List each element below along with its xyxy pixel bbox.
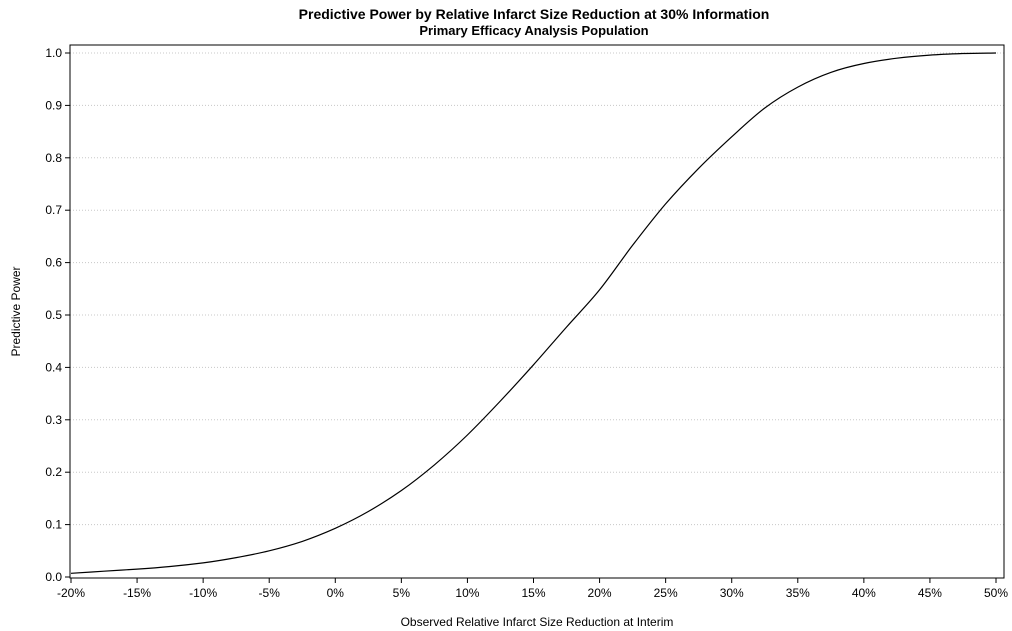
y-tick-label: 0.5 — [45, 308, 62, 322]
y-axis-label: Predictive Power — [9, 266, 23, 356]
x-tick-label: 50% — [984, 586, 1008, 600]
y-tick-label: 0.6 — [45, 256, 62, 270]
x-tick-label: 30% — [720, 586, 744, 600]
x-tick-label: 20% — [588, 586, 612, 600]
y-tick-label: 0.8 — [45, 151, 62, 165]
y-tick-label: 0.9 — [45, 98, 62, 112]
x-tick-label: 10% — [455, 586, 479, 600]
y-tick-label: 0.3 — [45, 413, 62, 427]
chart-subtitle: Primary Efficacy Analysis Population — [419, 23, 649, 38]
x-tick-label: -5% — [259, 586, 281, 600]
x-tick-label: 15% — [521, 586, 545, 600]
x-tick-label: 25% — [654, 586, 678, 600]
x-tick-label: -10% — [189, 586, 217, 600]
x-tick-label: 40% — [852, 586, 876, 600]
x-tick-label: 35% — [786, 586, 810, 600]
x-tick-label: 5% — [393, 586, 411, 600]
x-tick-label: 45% — [918, 586, 942, 600]
series-line — [70, 52, 997, 574]
y-tick-label: 1.0 — [45, 46, 62, 60]
plot-frame — [69, 44, 1005, 579]
y-tick-label: 0.2 — [45, 465, 62, 479]
chart-title: Predictive Power by Relative Infarct Siz… — [298, 6, 770, 22]
y-tick-label: 0.1 — [45, 518, 62, 532]
x-tick-label: -15% — [123, 586, 151, 600]
y-tick-label: 0.7 — [45, 203, 62, 217]
x-tick-label: 0% — [327, 586, 345, 600]
y-tick-label: 0.4 — [45, 360, 62, 374]
y-tick-label: 0.0 — [45, 570, 62, 584]
x-tick-label: -20% — [57, 586, 85, 600]
x-axis-label: Observed Relative Infarct Size Reduction… — [401, 615, 674, 629]
